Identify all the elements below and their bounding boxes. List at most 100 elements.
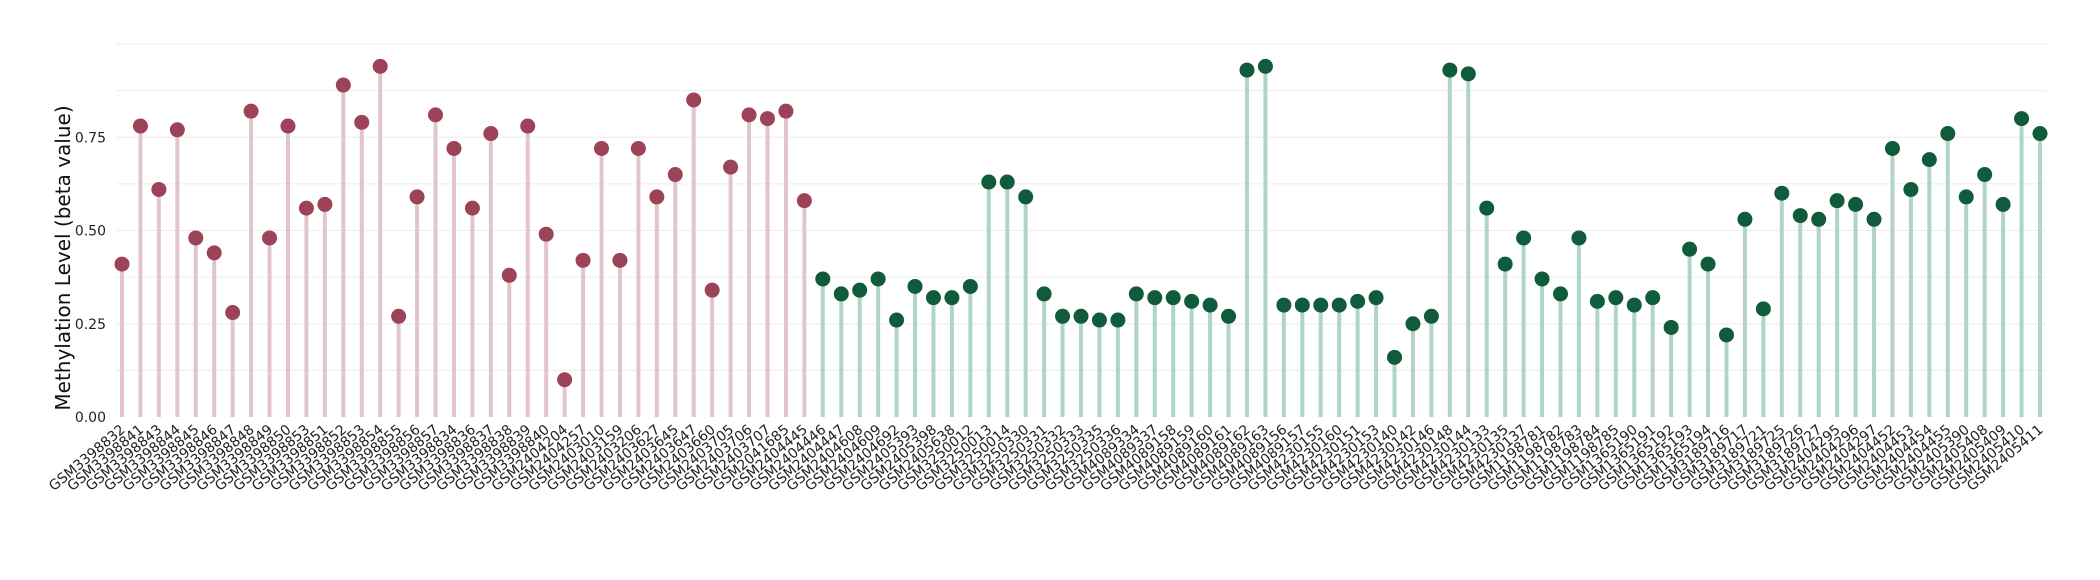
lollipop-point (981, 174, 997, 190)
lollipop-point (889, 312, 905, 328)
y-tick-label: 0.00 (75, 410, 106, 426)
lollipop-point (557, 372, 573, 388)
lollipop-point (1405, 316, 1421, 332)
y-axis-ticks: 0.00 0.25 0.50 0.75 (75, 130, 106, 426)
lollipop-point (1958, 189, 1974, 205)
lollipop-point (759, 111, 775, 127)
lollipop-point (188, 230, 204, 246)
y-axis-title: Methylation Level (beta value) (51, 105, 75, 410)
lollipop-point (132, 118, 148, 134)
lollipop-point (1128, 286, 1144, 302)
lollipop-point (243, 103, 259, 119)
lollipop-point (1884, 140, 1900, 156)
lollipop-point (649, 189, 665, 205)
lollipop-point (1608, 290, 1624, 306)
lollipop-point (391, 308, 407, 324)
lollipop-point (796, 193, 812, 209)
lollipop-point (1073, 308, 1089, 324)
lollipop-point (1774, 185, 1790, 201)
lollipop-point (1571, 230, 1587, 246)
lollipop-point (1091, 312, 1107, 328)
lollipop-point (483, 126, 499, 142)
y-tick-label: 0.50 (75, 224, 106, 240)
lollipop-point (1995, 196, 2011, 212)
lollipop-point (335, 77, 351, 93)
lollipop-point (1350, 293, 1366, 309)
lollipop-point (1184, 293, 1200, 309)
lollipop-point (1165, 290, 1181, 306)
lollipop-point (1755, 301, 1771, 317)
lollipop-point (1294, 297, 1310, 313)
lollipop-point (1479, 200, 1495, 216)
lollipop-point (815, 271, 831, 287)
lollipop-point (741, 107, 757, 123)
lollipop-point (852, 282, 868, 298)
lollipop-point (1423, 308, 1439, 324)
x-axis-labels: GSM3398832GSM3398841GSM3398843GSM3398844… (46, 422, 2046, 495)
lollipop-point (1718, 327, 1734, 343)
lollipop-point (778, 103, 794, 119)
lollipop-point (962, 278, 978, 294)
lollipop-point (225, 305, 241, 321)
lollipop-point (1700, 256, 1716, 272)
lollipop-point (354, 114, 370, 130)
lollipop-point (1276, 297, 1292, 313)
lollipop-point (317, 196, 333, 212)
y-tick-label: 0.75 (75, 130, 106, 146)
lollipop-point (1239, 62, 1255, 78)
lollipop-point (538, 226, 554, 242)
lollipop-point (280, 118, 296, 134)
lollipop-point (870, 271, 886, 287)
lollipop-point (630, 140, 646, 156)
lollipop-point (1866, 211, 1882, 227)
lollipop-points (114, 58, 2048, 388)
lollipop-point (686, 92, 702, 108)
lollipop-point (925, 290, 941, 306)
lollipop-point (1368, 290, 1384, 306)
lollipop-point (1221, 308, 1237, 324)
lollipop-point (704, 282, 720, 298)
lollipop-point (1110, 312, 1126, 328)
lollipop-point (206, 245, 222, 261)
lollipop-point (151, 181, 167, 197)
lollipop-point (1626, 297, 1642, 313)
lollipop-point (298, 200, 314, 216)
lollipop-point (1331, 297, 1347, 313)
lollipop-point (1442, 62, 1458, 78)
lollipop-point (446, 140, 462, 156)
lollipop-point (999, 174, 1015, 190)
lollipop-point (1202, 297, 1218, 313)
lollipop-point (1589, 293, 1605, 309)
lollipop-point (520, 118, 536, 134)
lollipop-point (944, 290, 960, 306)
lollipop-stems (120, 66, 2042, 417)
lollipop-point (1903, 181, 1919, 197)
lollipop-point (1792, 208, 1808, 224)
lollipop-point (1147, 290, 1163, 306)
lollipop-point (1516, 230, 1532, 246)
lollipop-point (169, 122, 185, 138)
lollipop-point (1940, 126, 1956, 142)
lollipop-point (1534, 271, 1550, 287)
lollipop-point (723, 159, 739, 175)
lollipop-point (1257, 58, 1273, 74)
lollipop-point (1036, 286, 1052, 302)
lollipop-point (612, 252, 628, 268)
lollipop-point (1497, 256, 1513, 272)
lollipop-point (1553, 286, 1568, 302)
lollipop-point (1460, 66, 1476, 82)
lollipop-point (833, 286, 849, 302)
lollipop-point (409, 189, 425, 205)
lollipop-point (114, 256, 130, 272)
grid-lines (116, 43, 2046, 371)
lollipop-point (372, 58, 388, 74)
lollipop-point (594, 140, 609, 156)
lollipop-point (1829, 193, 1845, 209)
lollipop-point (464, 200, 480, 216)
lollipop-point (1645, 290, 1661, 306)
lollipop-point (1977, 167, 1993, 183)
lollipop-point (1737, 211, 1753, 227)
lollipop-point (1387, 349, 1403, 365)
lollipop-point (262, 230, 278, 246)
